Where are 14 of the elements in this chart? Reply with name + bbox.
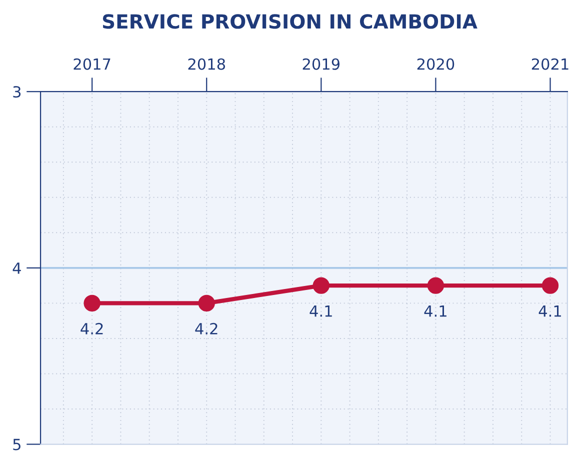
x-tick-label: 2020 bbox=[417, 58, 454, 70]
data-label: 4.1 bbox=[538, 305, 561, 317]
x-tick-label: 2017 bbox=[74, 58, 110, 70]
data-label: 4.2 bbox=[80, 322, 103, 334]
y-tick-label: 5 bbox=[13, 438, 20, 450]
x-tick-label: 2021 bbox=[532, 58, 568, 70]
x-tick-label: 2018 bbox=[188, 58, 226, 70]
y-tick-label: 3 bbox=[13, 86, 21, 98]
y-tick-label: 4 bbox=[12, 262, 21, 274]
data-label: 4.1 bbox=[310, 305, 332, 317]
data-label: 4.1 bbox=[424, 305, 446, 317]
data-label: 4.2 bbox=[195, 322, 218, 334]
x-tick-label: 2019 bbox=[302, 58, 340, 70]
chart-title: SERVICE PROVISION IN CAMBODIA bbox=[102, 14, 478, 29]
